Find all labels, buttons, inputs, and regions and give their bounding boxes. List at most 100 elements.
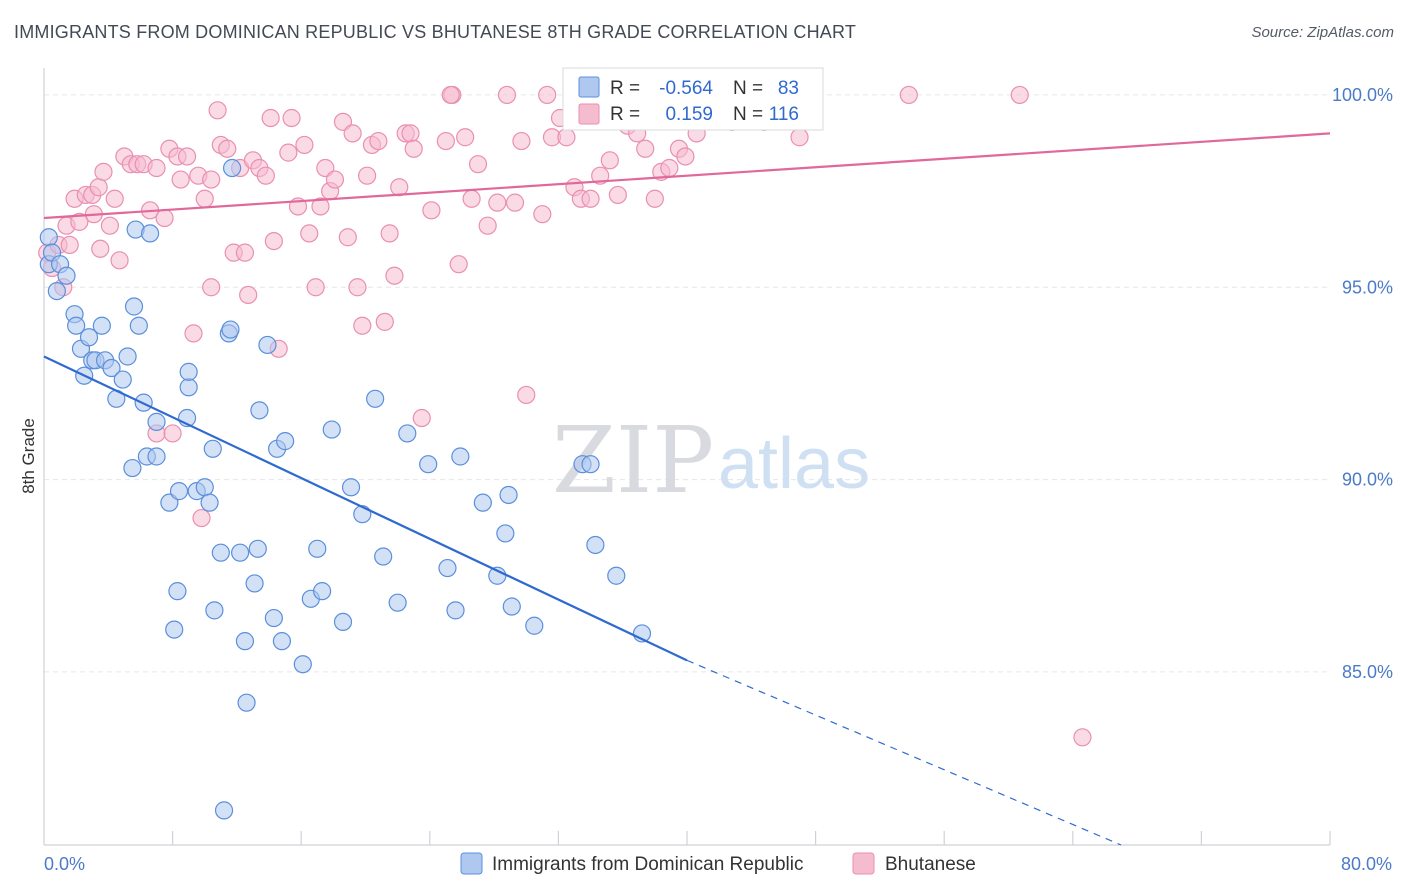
dominican-points: [39, 158, 652, 820]
blue-point-25: [147, 412, 166, 431]
pink-point-62: [380, 224, 399, 243]
blue-point-72: [581, 455, 600, 474]
blue-point-60: [398, 424, 417, 443]
blue-point-70: [525, 616, 544, 635]
y-tick-label-85: 85.0%: [1342, 662, 1393, 682]
legend-r-value-pink: 0.159: [665, 104, 713, 125]
blue-trend-line: [43, 355, 688, 662]
blue-point-63: [446, 601, 465, 620]
pink-point-116: [91, 239, 110, 258]
blue-point-40: [237, 693, 256, 712]
pink-point-81: [517, 385, 536, 405]
x-tick-label-min: 0.0%: [44, 854, 85, 874]
blue-point-53: [322, 420, 341, 439]
pink-point-88: [581, 189, 600, 208]
blue-point-54: [333, 612, 353, 632]
blue-point-57: [366, 389, 385, 408]
blue-point-51: [308, 539, 327, 558]
pink-point-48: [306, 278, 325, 297]
blue-point-7: [67, 316, 86, 335]
pink-point-110: [163, 424, 182, 443]
blue-point-29: [179, 378, 198, 397]
pink-point-80: [512, 131, 531, 151]
blue-point-74: [607, 566, 626, 585]
blue-point-59: [388, 593, 407, 612]
pink-point-43: [279, 143, 298, 162]
pink-point-66: [401, 124, 420, 143]
blue-point-79: [214, 801, 234, 820]
bottom-legend-label-blue: Immigrants from Dominican Republic: [492, 854, 804, 875]
pink-point-7: [70, 212, 89, 231]
pink-point-21: [147, 158, 166, 178]
legend-n-value-pink: 116: [769, 104, 799, 125]
pink-point-26: [177, 147, 197, 166]
pink-point-113: [264, 231, 283, 251]
blue-point-48: [272, 632, 292, 651]
blue-point-65: [473, 493, 492, 512]
pink-point-72: [449, 255, 468, 274]
pink-point-61: [375, 312, 394, 331]
pink-point-54: [338, 228, 357, 247]
pink-point-30: [202, 170, 221, 189]
pink-point-37: [239, 285, 258, 305]
pink-point-105: [899, 85, 918, 105]
watermark: ZIP atlas: [552, 407, 870, 514]
pink-point-73: [456, 128, 475, 147]
blue-point-32: [195, 478, 214, 497]
blue-point-27: [169, 482, 189, 501]
blue-point-62: [438, 558, 457, 578]
blue-point-18: [118, 347, 137, 366]
axis-layer: [43, 68, 1331, 846]
pink-point-46: [295, 135, 314, 155]
pink-point-58: [358, 166, 377, 185]
pink-point-22: [155, 208, 174, 228]
chart-source: Source: ZipAtlas.com: [1251, 24, 1394, 41]
blue-point-61: [419, 455, 438, 474]
blue-point-43: [250, 401, 269, 420]
pink-point-106: [1010, 85, 1029, 105]
blue-point-55: [341, 478, 361, 497]
blue-point-76: [165, 620, 184, 639]
blue-point-56: [353, 505, 372, 524]
pink-point-78: [497, 85, 517, 105]
grid-layer: [44, 94, 1330, 673]
bottom-legend-label-pink: Bhutanese: [885, 854, 976, 875]
blue-point-39: [235, 632, 255, 651]
pink-point-60: [369, 131, 388, 151]
pink-point-79: [505, 193, 525, 212]
chart-title: IMMIGRANTS FROM DOMINICAN REPUBLIC VS BH…: [14, 22, 857, 42]
blue-point-19: [124, 297, 144, 316]
blue-point-0: [39, 228, 58, 247]
bottom-legend-swatch-blue: [460, 852, 483, 875]
blue-point-68: [499, 485, 518, 505]
pink-point-57: [353, 316, 372, 335]
pink-point-40: [256, 166, 275, 185]
y-tick-labels: 85.0% 90.0% 95.0% 100.0%: [1332, 85, 1393, 682]
blue-point-37: [221, 320, 240, 339]
legend-r-label-pink: R =: [610, 104, 640, 125]
pink-point-97: [660, 158, 679, 178]
stats-legend: R = -0.564 N = 83 R = 0.159 N = 116: [562, 67, 824, 131]
pink-point-104: [790, 128, 809, 147]
pink-point-27: [184, 324, 203, 343]
trend-lines: [43, 132, 1331, 846]
pink-point-91: [608, 185, 627, 205]
pink-point-69: [422, 201, 441, 220]
pink-point-11: [89, 178, 108, 197]
pink-point-12: [94, 162, 113, 181]
pink-point-47: [300, 224, 319, 243]
blue-point-30: [179, 362, 198, 381]
pink-point-107: [1073, 728, 1092, 747]
blue-point-58: [374, 547, 393, 566]
blue-point-77: [168, 582, 187, 601]
bottom-legend: Immigrants from Dominican Republic Bhuta…: [460, 852, 976, 875]
pink-point-29: [195, 189, 214, 208]
pink-point-63: [385, 266, 404, 285]
pink-point-15: [110, 251, 129, 270]
pink-point-75: [468, 155, 488, 174]
bottom-legend-swatch-pink: [852, 852, 875, 875]
pink-point-13: [100, 216, 120, 235]
pink-point-108: [441, 85, 460, 105]
watermark-atlas: atlas: [718, 424, 870, 504]
